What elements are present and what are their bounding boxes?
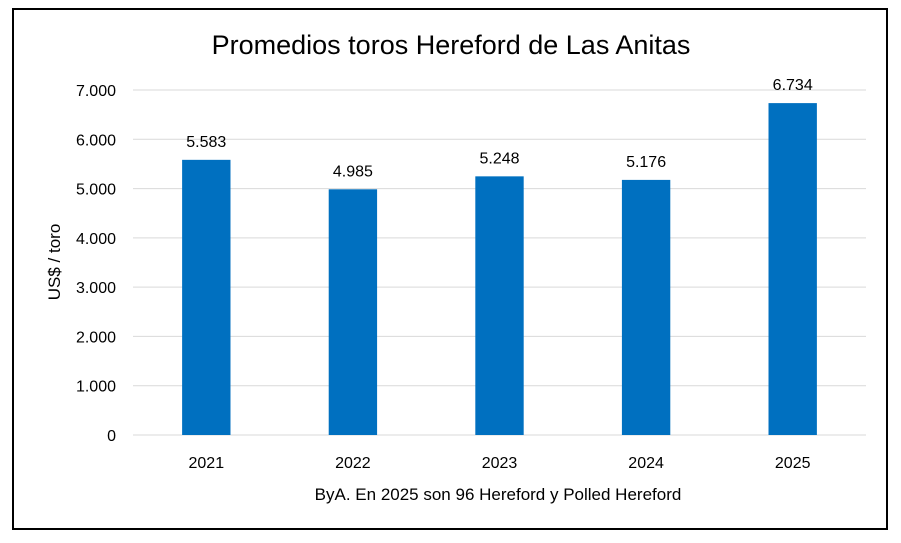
y-tick-label: 3.000 (76, 280, 116, 297)
x-tick-label: 2023 (482, 455, 518, 472)
x-tick-label: 2021 (189, 455, 225, 472)
y-axis-ticks: 0 1.000 2.000 3.000 4.000 5.000 6.000 7.000 (76, 83, 116, 445)
bar (475, 176, 524, 435)
data-label: 6.734 (773, 77, 813, 94)
y-tick-label: 2.000 (76, 329, 116, 346)
bar (182, 159, 231, 435)
data-labels: 5.583 4.985 5.248 5.176 6.734 (186, 77, 813, 180)
bar (768, 103, 817, 436)
y-tick-label: 4.000 (76, 231, 116, 248)
y-tick-label: 6.000 (76, 132, 116, 149)
y-axis-title: US$ / toro (45, 224, 64, 301)
data-label: 5.248 (479, 150, 519, 167)
chart-note: ByA. En 2025 son 96 Hereford y Polled He… (315, 485, 682, 504)
x-tick-label: 2022 (335, 455, 371, 472)
y-tick-label: 7.000 (76, 83, 116, 100)
x-tick-label: 2025 (775, 455, 811, 472)
y-tick-label: 1.000 (76, 379, 116, 396)
chart-title: Promedios toros Hereford de Las Anitas (212, 30, 691, 60)
data-label: 4.985 (333, 163, 373, 180)
y-tick-label: 5.000 (76, 182, 116, 199)
y-tick-label: 0 (107, 428, 116, 445)
bars (182, 103, 817, 436)
x-tick-label: 2024 (628, 455, 664, 472)
data-label: 5.583 (186, 134, 226, 151)
bar (621, 179, 671, 435)
x-axis-ticks: 2021 2022 2023 2024 2025 (189, 455, 811, 472)
chart-frame (12, 8, 888, 530)
bar (328, 189, 378, 435)
data-label: 5.176 (626, 154, 666, 171)
